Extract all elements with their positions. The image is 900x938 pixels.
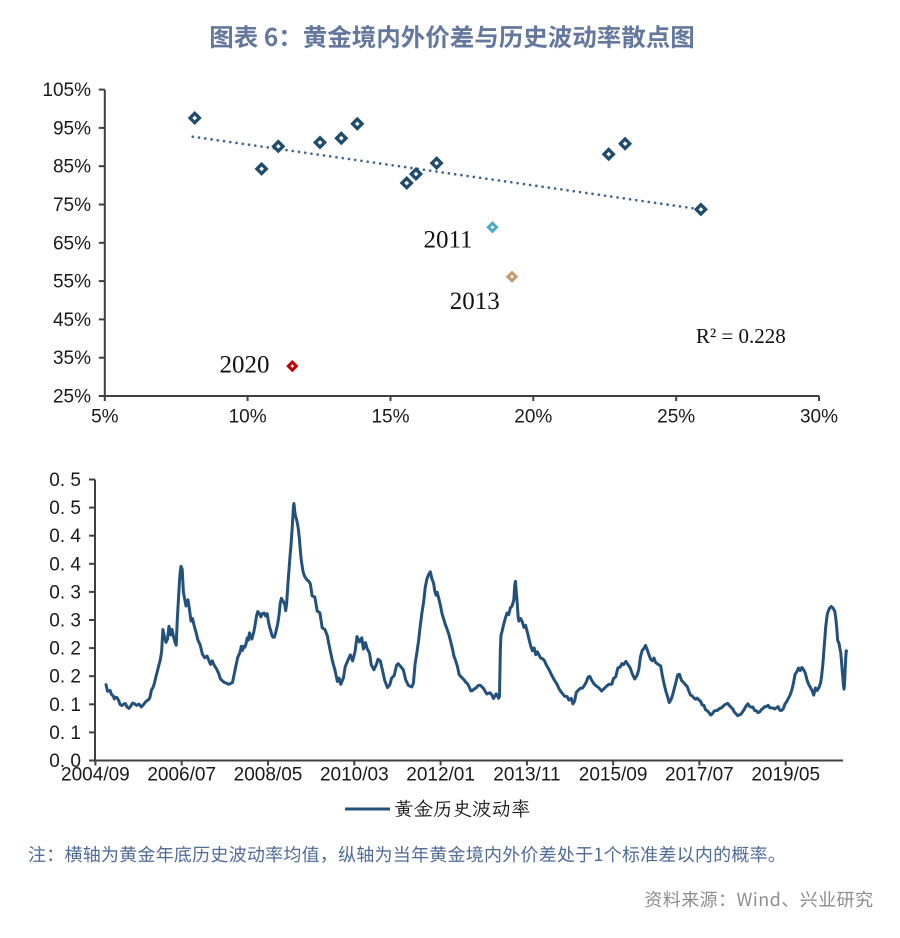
svg-text:2017/07: 2017/07	[665, 765, 734, 786]
svg-text:0. 4: 0. 4	[49, 554, 81, 575]
svg-text:95%: 95%	[53, 118, 91, 139]
svg-text:0. 2: 0. 2	[49, 667, 81, 688]
svg-text:0. 1: 0. 1	[49, 723, 81, 744]
svg-text:5%: 5%	[91, 407, 119, 428]
svg-text:0. 1: 0. 1	[49, 695, 81, 716]
svg-text:45%: 45%	[53, 310, 91, 331]
svg-text:85%: 85%	[53, 157, 91, 178]
svg-text:20%: 20%	[514, 407, 552, 428]
svg-text:0. 3: 0. 3	[49, 611, 81, 632]
svg-text:0. 0: 0. 0	[49, 751, 81, 772]
svg-text:2010/03: 2010/03	[320, 765, 389, 786]
svg-text:2013/11: 2013/11	[493, 765, 560, 786]
svg-text:2019/05: 2019/05	[751, 765, 820, 786]
svg-text:10%: 10%	[229, 407, 267, 428]
svg-text:0. 5: 0. 5	[49, 498, 81, 519]
svg-text:0. 4: 0. 4	[49, 526, 81, 547]
svg-text:2004/09: 2004/09	[61, 765, 130, 786]
svg-text:75%: 75%	[53, 195, 91, 216]
svg-text:25%: 25%	[657, 407, 695, 428]
svg-text:2015/09: 2015/09	[579, 765, 648, 786]
svg-text:R² = 0.228: R² = 0.228	[696, 324, 786, 348]
svg-text:2008/05: 2008/05	[234, 765, 303, 786]
svg-text:35%: 35%	[53, 348, 91, 369]
svg-text:55%: 55%	[53, 272, 91, 293]
svg-text:2013: 2013	[450, 288, 500, 315]
svg-text:0. 3: 0. 3	[49, 582, 81, 603]
svg-text:15%: 15%	[371, 407, 409, 428]
svg-text:0. 5: 0. 5	[49, 470, 81, 491]
svg-text:2012/01: 2012/01	[406, 765, 475, 786]
svg-text:25%: 25%	[53, 387, 91, 408]
svg-text:0. 2: 0. 2	[49, 639, 81, 660]
svg-text:2006/07: 2006/07	[147, 765, 216, 786]
svg-text:30%: 30%	[800, 407, 838, 428]
svg-text:105%: 105%	[42, 80, 91, 101]
svg-text:2011: 2011	[423, 227, 472, 254]
svg-text:2020: 2020	[220, 351, 270, 378]
svg-text:65%: 65%	[53, 233, 91, 254]
